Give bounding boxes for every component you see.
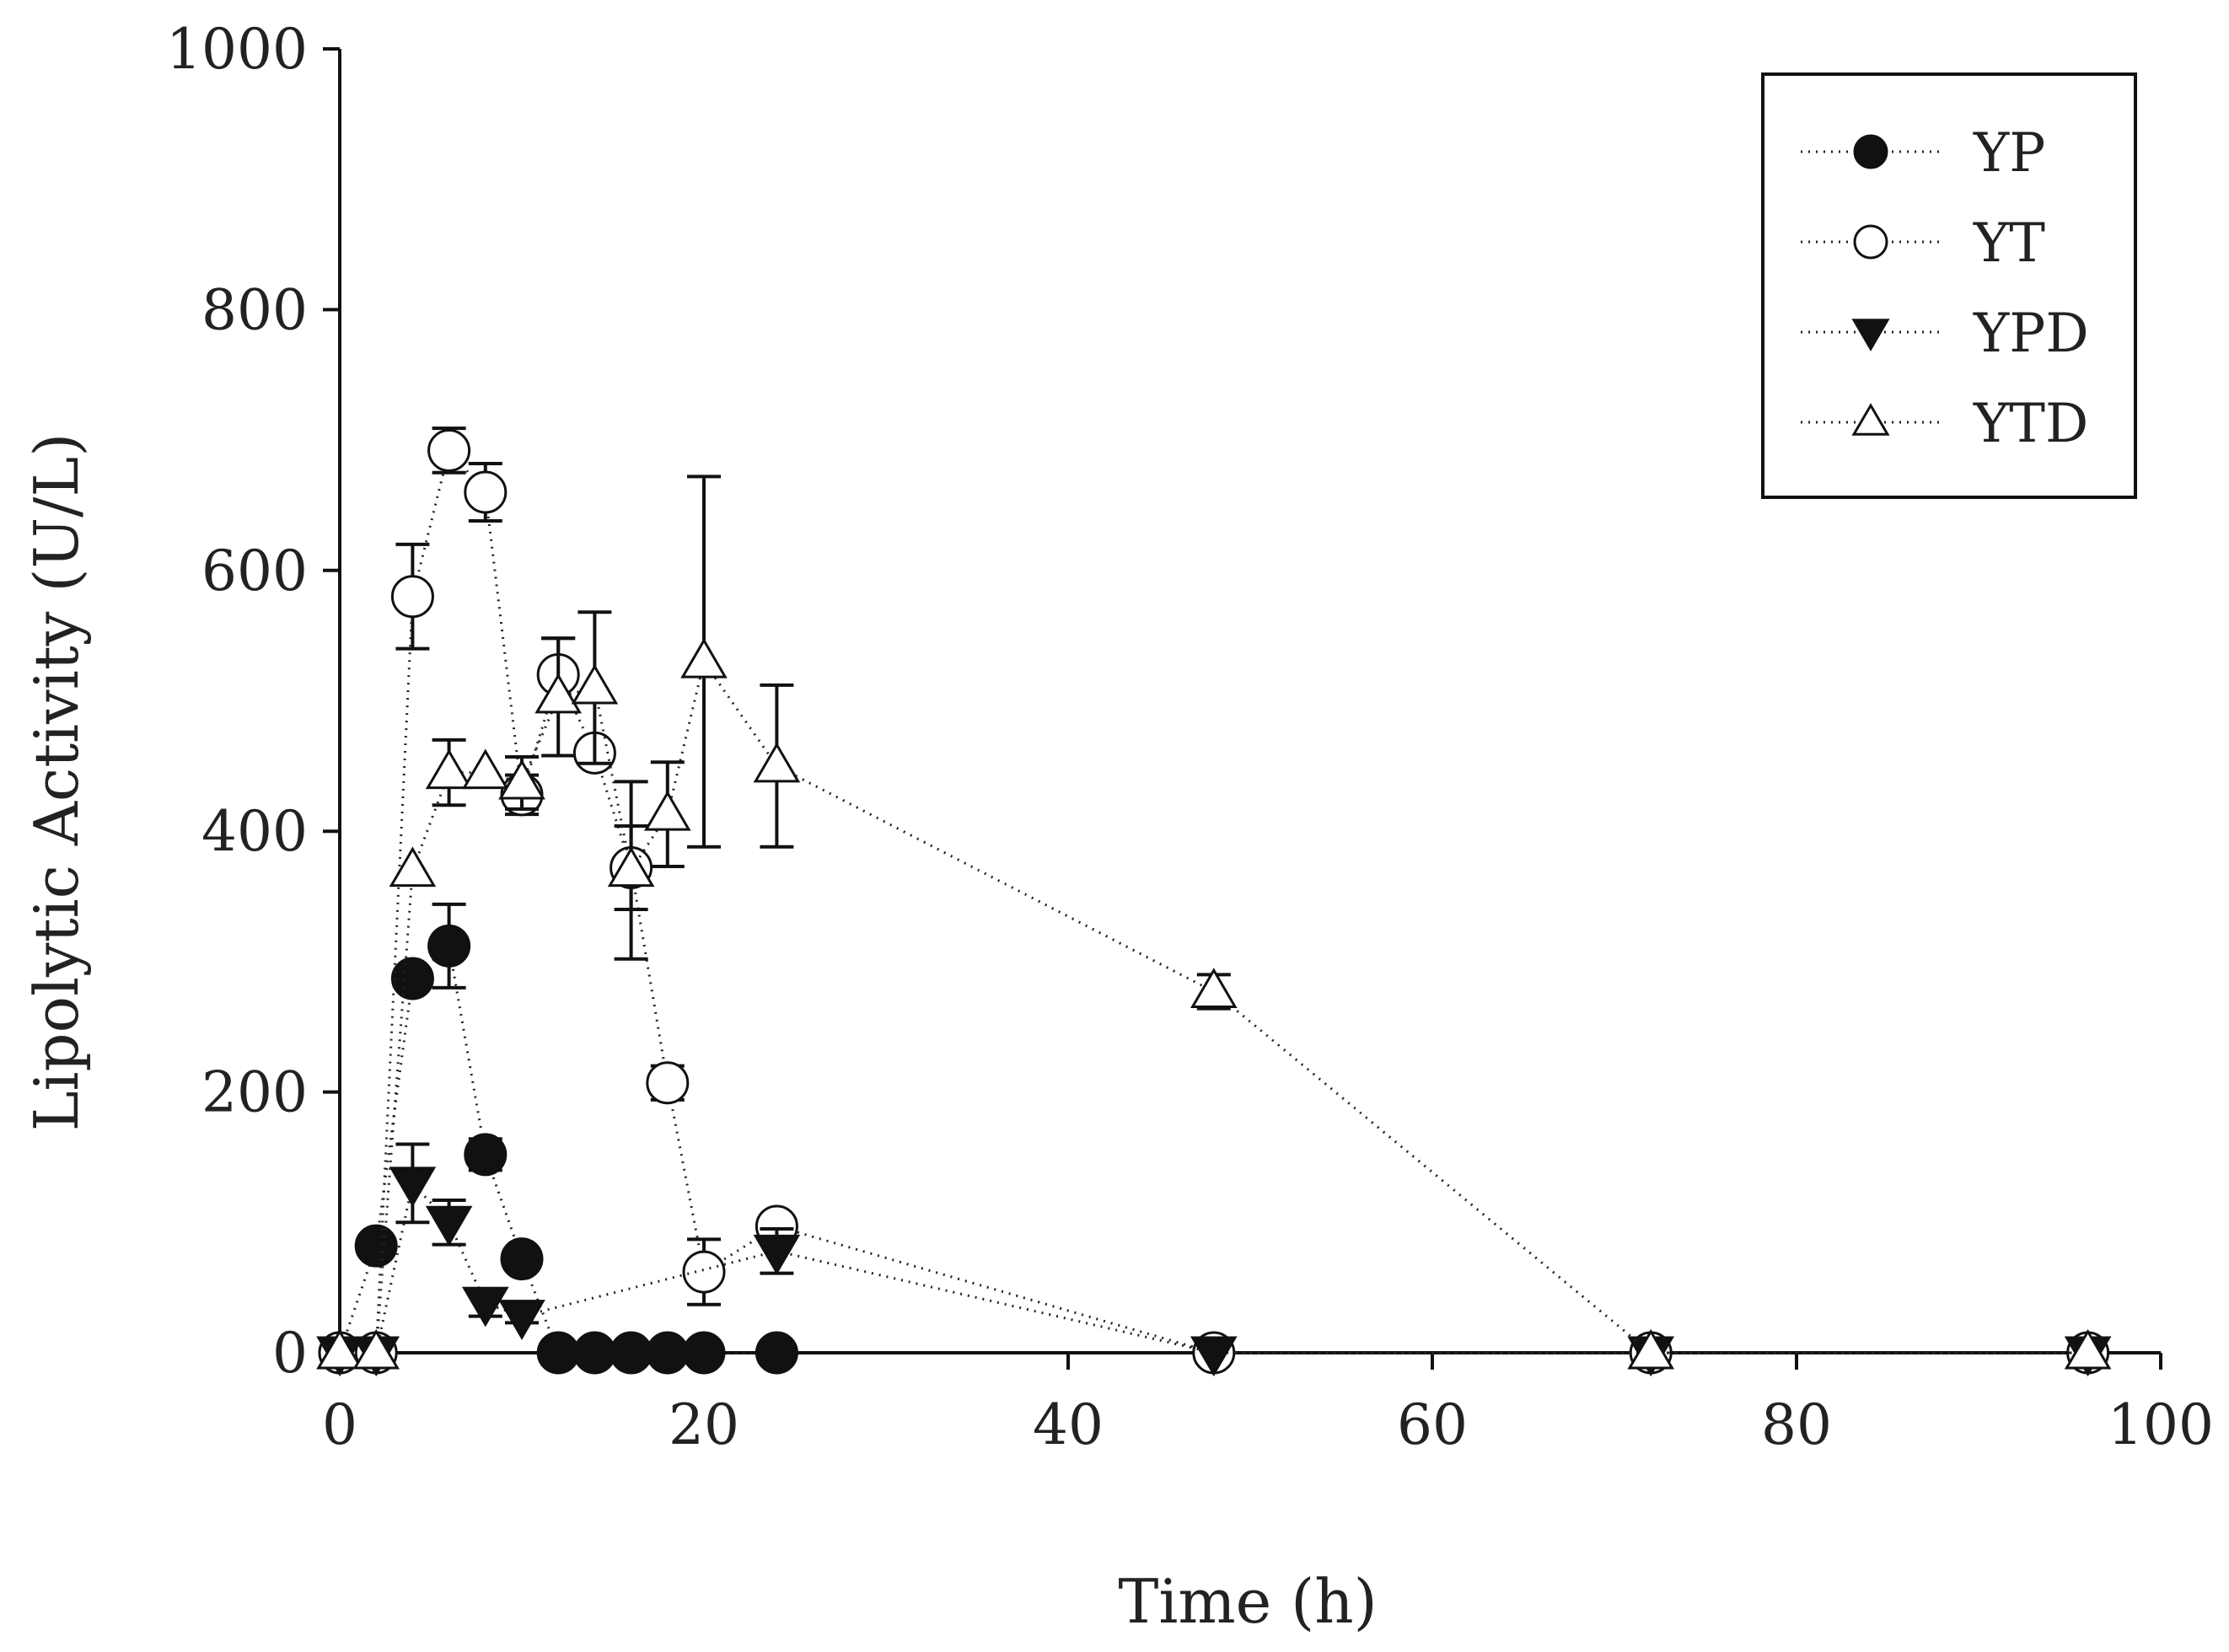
legend-label: YT (1973, 212, 2045, 275)
data-point-ytd (389, 846, 437, 888)
data-point-ytd (461, 748, 509, 790)
legend-item-yp: YP (1801, 122, 2045, 185)
legend-item-yt: YT (1801, 212, 2045, 275)
legend-item-ypd: YPD (1801, 303, 2089, 365)
data-point-yp (500, 1237, 544, 1281)
data-point-yt (427, 428, 471, 472)
data-point-ypd (498, 1300, 545, 1340)
legend-label: YPD (1973, 303, 2089, 365)
plot-frame: 0 200 400 600 800 1000 0 20 40 60 80 100 (166, 17, 2214, 1457)
data-point-yp (572, 1331, 616, 1375)
data-point-ytd (425, 748, 473, 790)
data-point-ytd (352, 1328, 400, 1370)
y-axis-title: Lipolytic Activity (U/L) (21, 433, 92, 1132)
data-point-ytd (1627, 1328, 1675, 1370)
data-point-yp (755, 1331, 798, 1375)
y-tick-label: 600 (201, 539, 308, 603)
x-tick-label: 100 (2108, 1392, 2214, 1457)
data-point-ypd (753, 1234, 801, 1275)
legend-marker-yt (1853, 224, 1888, 260)
data-point-yp (646, 1331, 690, 1375)
series-ytd (316, 475, 2112, 1370)
y-tick-label: 800 (201, 277, 308, 342)
data-point-yt (646, 1061, 690, 1105)
legend-item-ytd: YTD (1801, 393, 2088, 455)
data-point-yt (390, 575, 434, 619)
x-tick-label: 40 (1033, 1392, 1104, 1457)
y-tick-label: 1000 (166, 17, 308, 82)
data-point-yp (682, 1331, 726, 1375)
legend-label: YTD (1973, 393, 2088, 455)
data-point-yt (464, 470, 508, 514)
data-point-yp (390, 957, 434, 1000)
data-point-ypd (425, 1205, 473, 1247)
legend-label: YP (1973, 122, 2045, 185)
data-point-ytd (680, 637, 728, 678)
data-point-ytd (316, 1328, 363, 1370)
series-line-ypd (340, 1180, 2088, 1354)
legend-marker-ypd (1851, 319, 1890, 351)
data-point-ypd (461, 1286, 509, 1328)
series-yt (318, 426, 2110, 1375)
data-point-yp (354, 1224, 398, 1268)
x-tick-label: 60 (1397, 1392, 1468, 1457)
legend-box (1761, 72, 2137, 499)
data-point-ytd (2064, 1328, 2112, 1370)
data-point-yp (427, 924, 471, 968)
y-tick-label: 200 (201, 1060, 308, 1125)
data-point-ytd (498, 759, 545, 800)
series-line-ytd (340, 658, 2088, 1354)
y-tick-label: 0 (272, 1321, 308, 1386)
x-tick-label: 0 (322, 1392, 357, 1457)
x-tick-label: 20 (669, 1392, 739, 1457)
legend-marker-ytd (1851, 403, 1890, 436)
data-point-ytd (1190, 968, 1238, 1008)
data-point-ytd (753, 742, 801, 783)
legend: YP YT YPD YTD (1761, 72, 2137, 499)
data-point-yp (610, 1331, 653, 1375)
x-axis-title: Time (h) (1118, 1566, 1377, 1637)
series-line-yt (340, 448, 2088, 1354)
data-point-yp (536, 1331, 580, 1375)
data-point-ypd (389, 1167, 437, 1208)
data-point-ytd (607, 846, 655, 888)
data-point-ytd (643, 790, 691, 831)
series-layer (316, 426, 2112, 1377)
legend-marker-yp (1853, 134, 1888, 169)
data-point-ytd (534, 673, 583, 714)
data-point-yp (464, 1133, 508, 1177)
y-tick-label: 400 (201, 799, 308, 864)
data-point-ytd (571, 663, 619, 705)
x-tick-label: 80 (1761, 1392, 1832, 1457)
data-point-ypd (1190, 1336, 1238, 1377)
data-point-yt (682, 1250, 726, 1294)
